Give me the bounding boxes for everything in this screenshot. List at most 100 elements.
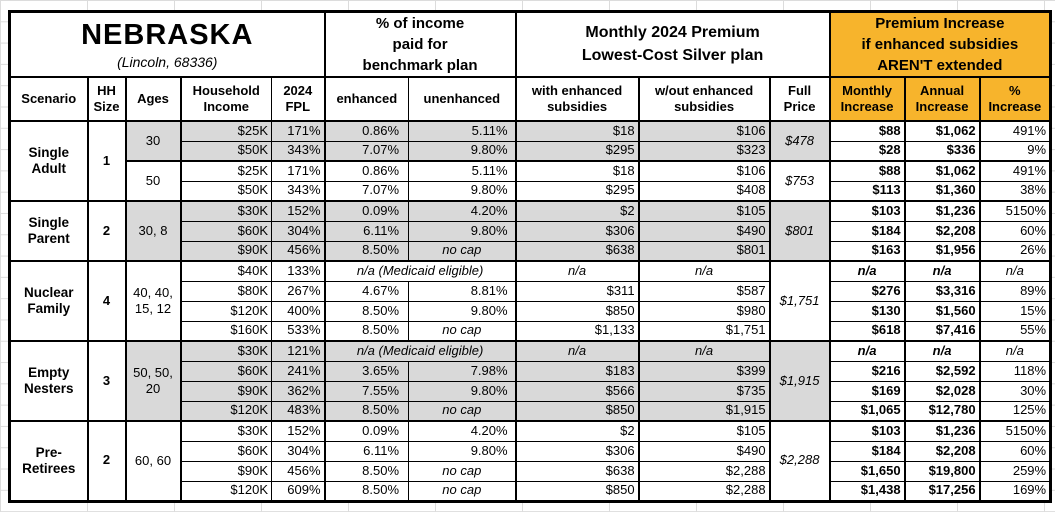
cell-fpl: 152% (270, 420, 326, 442)
cell-annual-increase: $2,208 (903, 440, 981, 462)
cell-monthly-increase: $1,065 (828, 400, 906, 422)
cell-enhanced: 4.67% (323, 280, 410, 302)
cell-unenhanced: 9.80% (408, 180, 517, 202)
cell-wout-subsidies: $105 (637, 420, 771, 442)
cell-fpl: 400% (270, 300, 326, 322)
cell-annual-increase: n/a (903, 340, 981, 362)
cell-enhanced: 8.50% (323, 480, 410, 502)
cell-monthly-increase: $103 (828, 420, 906, 442)
table-stage: NEBRASKA (Lincoln, 68336) % of income pa… (8, 10, 1053, 503)
cell-with-subsidies: $1,133 (514, 320, 640, 342)
cell-fpl: 609% (270, 480, 326, 502)
cell-monthly-increase: $113 (828, 180, 906, 202)
table-row: Nuclear Family 4 40, 40, 15, 12 $40K 133% n/a… (9, 260, 1052, 342)
cell-monthly-increase: $103 (828, 200, 906, 222)
column-header-fpl: 2024 FPL (270, 76, 326, 122)
cell-fpl: 483% (270, 400, 326, 422)
cell-fpl: 267% (270, 280, 326, 302)
cell-pct-increase: 60% (978, 220, 1052, 242)
cell-with-subsidies: $183 (514, 360, 640, 382)
cell-fpl: 171% (270, 120, 326, 142)
cell-wout-subsidies: $980 (637, 300, 771, 322)
cell-income: $30K (179, 340, 272, 362)
cell-enhanced: 7.07% (323, 140, 410, 162)
table-row: Empty Nesters 3 50, 50, 20 $30K 121% n/a (Med… (9, 340, 1052, 422)
cell-medicaid-note: n/a (Medicaid eligible) (323, 340, 517, 362)
cell-fpl: 304% (270, 220, 326, 242)
cell-ages: 50 (124, 160, 181, 202)
cell-monthly-increase: $88 (828, 160, 906, 182)
table-row: $50K 343% 7.07% 9.80% $295 $408 $113 $1,360 38% (10, 180, 1052, 202)
cell-scenario: Single Parent (9, 200, 88, 262)
table-row: $60K 241% 3.65% 7.98% $183 $399 $216 $2,592 118% (10, 360, 1052, 382)
cell-pct-increase: 55% (978, 320, 1052, 342)
column-header-full: Full Price (768, 76, 831, 122)
column-header-annual: Annual Increase (903, 76, 981, 122)
cell-annual-increase: $336 (903, 140, 981, 162)
cell-annual-increase: $12,780 (903, 400, 981, 422)
cell-monthly-increase: $28 (828, 140, 906, 162)
cell-unenhanced: 5.11% (408, 160, 517, 182)
table-row: $120K 483% 8.50% no cap $850 $1,915 $1,065 $12,… (10, 400, 1052, 422)
cell-with-subsidies: $850 (514, 480, 640, 502)
cell-monthly-increase: $1,650 (828, 460, 906, 482)
cell-enhanced: 8.50% (323, 400, 410, 422)
cell-unenhanced: 8.81% (408, 280, 517, 302)
table-row: Single Adult 1 30 $25K 171% 0.86% 5.11% $18 $106… (9, 120, 1052, 202)
cell-enhanced: 6.11% (323, 440, 410, 462)
cell-annual-increase: n/a (903, 260, 981, 282)
cell-pct-increase: 491% (978, 160, 1052, 182)
cell-income: $60K (179, 220, 272, 242)
cell-income: $120K (179, 480, 272, 502)
cell-monthly-increase: n/a (828, 260, 906, 282)
cell-full-price: $1,915 (768, 340, 831, 422)
column-header-pct: % Increase (978, 76, 1052, 122)
cell-income: $90K (179, 380, 272, 402)
cell-annual-increase: $1,360 (903, 180, 981, 202)
cell-enhanced: 8.50% (323, 320, 410, 342)
table-row: $120K 609% 8.50% no cap $850 $2,288 $1,438 $17,… (10, 480, 1052, 502)
cell-income: $120K (179, 300, 272, 322)
column-header-row: Scenario HH Size Ages Household Income 2024 … (9, 76, 1052, 122)
cell-unenhanced: no cap (408, 240, 517, 262)
cell-wout-subsidies: n/a (637, 260, 771, 282)
table-row: $90K 362% 7.55% 9.80% $566 $735 $169 $2,028 30% (10, 380, 1052, 402)
column-header-monthly: Monthly Increase (828, 76, 906, 122)
cell-pct-increase: n/a (978, 260, 1052, 282)
cell-full-price: $1,751 (768, 260, 831, 342)
cell-unenhanced: no cap (408, 480, 517, 502)
column-header-income: Household Income (179, 76, 272, 122)
cell-unenhanced: 9.80% (408, 140, 517, 162)
cell-ages: 40, 40, 15, 12 (124, 260, 181, 342)
cell-monthly-increase: $276 (828, 280, 906, 302)
cell-fpl: 456% (270, 240, 326, 262)
cell-unenhanced: no cap (408, 460, 517, 482)
cell-monthly-increase: $169 (828, 380, 906, 402)
cell-fpl: 456% (270, 460, 326, 482)
cell-annual-increase: $2,592 (903, 360, 981, 382)
cell-pct-increase: 15% (978, 300, 1052, 322)
cell-wout-subsidies: n/a (637, 340, 771, 362)
cell-hh-size: 1 (86, 120, 126, 202)
column-header-enhanced: enhanced (323, 76, 410, 122)
cell-ages: 30, 8 (124, 200, 181, 262)
column-header-hh: HH Size (86, 76, 126, 122)
cell-fpl: 362% (270, 380, 326, 402)
table-row: Single Parent 2 30, 8 $30K 152% 0.09% 4.20% $2 $… (9, 200, 1052, 262)
cell-with-subsidies: $295 (514, 140, 640, 162)
cell-pct-increase: 38% (978, 180, 1052, 202)
cell-monthly-increase: $130 (828, 300, 906, 322)
cell-wout-subsidies: $1,751 (637, 320, 771, 342)
cell-income: $60K (179, 360, 272, 382)
cell-wout-subsidies: $106 (637, 120, 771, 142)
cell-unenhanced: 9.80% (408, 440, 517, 462)
benchmark-group-header: % of income paid for benchmark plan (323, 11, 517, 78)
cell-wout-subsidies: $801 (637, 240, 771, 262)
column-header-wout_sub: w/out enhanced subsidies (637, 76, 771, 122)
cell-with-subsidies: $2 (514, 420, 640, 442)
cell-wout-subsidies: $399 (637, 360, 771, 382)
cell-annual-increase: $2,208 (903, 220, 981, 242)
cell-with-subsidies: $566 (514, 380, 640, 402)
cell-unenhanced: 5.11% (408, 120, 517, 142)
cell-pct-increase: 125% (978, 400, 1052, 422)
